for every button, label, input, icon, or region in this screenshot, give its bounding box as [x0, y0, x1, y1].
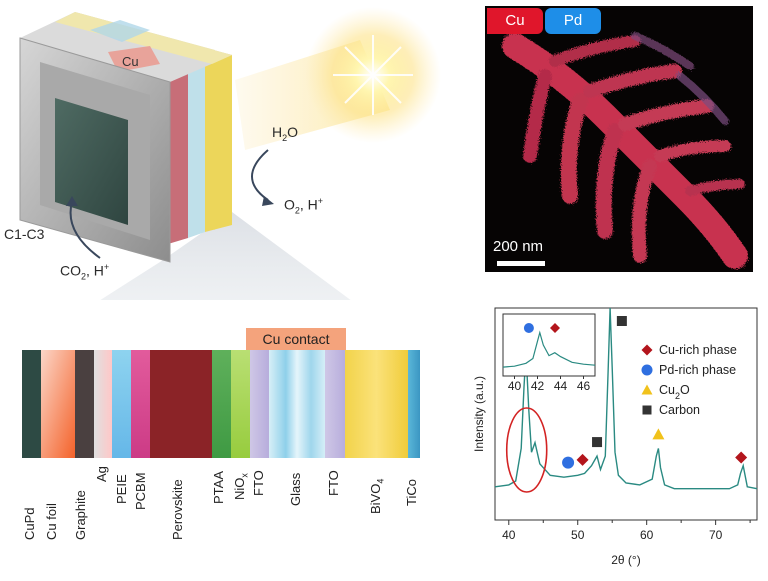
- x-tick-label: 40: [502, 528, 516, 542]
- y-axis-label: Intensity (a.u.): [472, 376, 486, 452]
- layer-label-fto-2: FTO: [326, 470, 341, 496]
- layer-label-peie: PEIE: [114, 474, 129, 504]
- marker-cu2o: [652, 428, 665, 440]
- layer-ptaa: [212, 350, 231, 458]
- edx-micrograph: Cu Pd 200 nm: [485, 6, 753, 272]
- layer-stack: [22, 350, 420, 458]
- layer-fto-1: [250, 350, 269, 458]
- xrd-chart: 40 50 60 70 2θ (°) Intensity (a.u.) Cu-rich ph…: [460, 300, 765, 576]
- layer-cu-foil: [41, 350, 75, 458]
- marker-pd-rich: [523, 323, 534, 333]
- co2-label: CO2, H+: [60, 262, 110, 282]
- layer-peie: [112, 350, 131, 458]
- layer-label-fto-1: FTO: [251, 470, 266, 496]
- layer-cupd: [22, 350, 41, 458]
- layer-label-ag: Ag: [94, 466, 109, 482]
- layer-label-niox: NiOx: [232, 473, 250, 500]
- layer-perovskite: [150, 350, 212, 458]
- oxygen-label: O2, H+: [284, 196, 324, 216]
- marker-carbon: [616, 316, 627, 326]
- inset-x-tick-label: 44: [554, 379, 568, 393]
- layer-label-cupd: CuPd: [22, 507, 37, 540]
- cathode-window: [55, 98, 128, 225]
- layer-label-cu-foil: Cu foil: [44, 503, 59, 540]
- reduction-arrow: [69, 201, 101, 259]
- layer-fto-2: [325, 350, 345, 458]
- x-tick-label: 70: [709, 528, 723, 542]
- layer-glass: [269, 350, 325, 458]
- device-top-stripe: [55, 12, 232, 64]
- layer-label-glass: Glass: [288, 472, 303, 506]
- bivo4-layer: [205, 48, 232, 232]
- layer-label-graphite: Graphite: [73, 490, 88, 540]
- cu-contact-tag: Cu contact: [246, 328, 346, 350]
- layer-label-bivo4: BiVO4: [368, 478, 386, 514]
- glass-layer: [188, 44, 205, 238]
- marker-cu-rich: [576, 453, 589, 466]
- product-label: C1-C3: [4, 226, 45, 242]
- x-tick-label: 60: [640, 528, 654, 542]
- layer-tico: [408, 350, 420, 458]
- layer-niox: [231, 350, 250, 458]
- legend-entry-label: Pd-rich phase: [659, 363, 736, 377]
- layer-label-tico: TiCo: [404, 479, 419, 506]
- layer-label-perovskite: Perovskite: [170, 479, 185, 540]
- marker-carbon: [592, 437, 603, 448]
- scale-bar-label: 200 nm: [493, 238, 544, 255]
- x-axis-label: 2θ (°): [611, 553, 640, 567]
- cu-map-tag: Cu: [487, 8, 543, 34]
- layer-ag: [94, 350, 112, 458]
- pd-map-tag: Pd: [545, 8, 601, 34]
- inset-x-tick-label: 40: [508, 379, 522, 393]
- marker-carbon: [642, 405, 652, 415]
- inset-x-tick-label: 46: [577, 379, 591, 393]
- plot-frame: [494, 307, 758, 521]
- layer-label-ptaa: PTAA: [211, 471, 226, 504]
- scale-bar: [497, 261, 545, 266]
- xrd-series-line: [494, 307, 758, 490]
- legend-entry-label: Carbon: [659, 403, 700, 417]
- device-illustration: Cu H2O O2, H+ C1-C3 CO2, H+: [0, 0, 470, 350]
- cu-tab-label: Cu: [122, 54, 139, 69]
- cu-tab: [108, 46, 160, 72]
- marker-cu-rich: [735, 451, 748, 464]
- layer-graphite: [75, 350, 94, 458]
- x-tick-label: 50: [571, 528, 585, 542]
- layer-bivo4: [345, 350, 408, 458]
- inset-x-tick-label: 42: [531, 379, 545, 393]
- layer-pcbm: [131, 350, 150, 458]
- dendrite-structure: [502, 32, 748, 269]
- legend-entry-label: Cu2O: [659, 383, 690, 401]
- oxidation-arrow: [251, 149, 269, 201]
- marker-cu-rich: [641, 344, 653, 356]
- marker-cu2o: [641, 384, 653, 395]
- perovskite-layer: [168, 38, 188, 244]
- marker-pd-rich: [562, 456, 575, 469]
- marker-cu-rich: [550, 323, 560, 333]
- marker-pd-rich: [641, 364, 653, 376]
- legend-entry-label: Cu-rich phase: [659, 343, 737, 357]
- layer-label-pcbm: PCBM: [133, 472, 148, 510]
- device-top-face: [20, 12, 232, 82]
- peak-highlight-ellipse: [505, 407, 548, 493]
- inset-frame: [502, 313, 596, 377]
- inset-series-line: [502, 330, 596, 368]
- water-label: H2O: [272, 124, 299, 143]
